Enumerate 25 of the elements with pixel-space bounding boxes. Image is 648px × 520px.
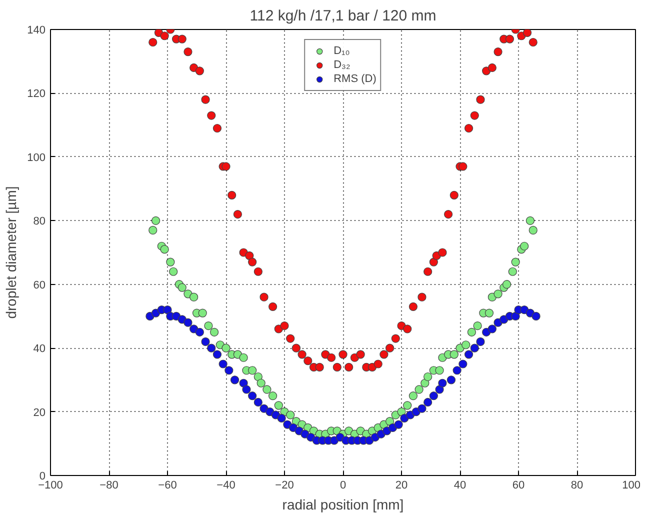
x-axis-title: radial position [mm] — [282, 496, 404, 512]
x-tick-label: −40 — [216, 480, 236, 492]
legend-label: RMS (D) — [334, 72, 376, 86]
y-axis-title: droplet diameter [µm] — [3, 186, 20, 319]
y-tick-label: 0 — [39, 470, 46, 482]
y-tick-label: 120 — [27, 88, 46, 100]
x-tick-label: 80 — [570, 480, 584, 492]
x-tick-label: −20 — [275, 480, 294, 492]
y-tick-label: 80 — [33, 216, 46, 228]
x-tick-label: −60 — [158, 480, 177, 492]
y-tick-label: 20 — [33, 406, 46, 419]
legend-label: D₁₀ — [334, 44, 351, 58]
y-tick-label: 60 — [33, 279, 46, 292]
y-tick-label: 100 — [27, 152, 46, 164]
y-tick-label: 40 — [33, 343, 46, 356]
chart-title: 112 kg/h /17,1 bar / 120 mm — [250, 8, 436, 24]
y-tick-label: 140 — [27, 24, 46, 36]
x-tick-label: −100 — [38, 480, 63, 492]
x-tick-label: 100 — [622, 480, 641, 492]
x-tick-label: 40 — [454, 480, 466, 492]
x-tick-label: −80 — [100, 480, 118, 492]
x-tick-label: 0 — [340, 480, 346, 492]
x-tick-label: 20 — [395, 480, 408, 492]
x-tick-label: 60 — [512, 480, 525, 492]
legend-label: D₃₂ — [334, 58, 352, 72]
